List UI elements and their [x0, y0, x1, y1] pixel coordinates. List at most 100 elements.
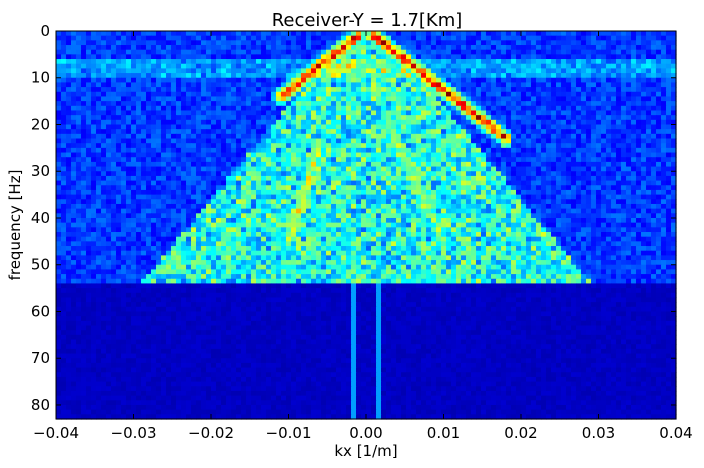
heatmap-cell [656, 194, 662, 200]
heatmap-cell [386, 152, 392, 158]
heatmap-cell [106, 133, 112, 140]
heatmap-cell [321, 213, 327, 219]
heatmap-cell [571, 119, 577, 126]
heatmap-cell [581, 91, 587, 98]
heatmap-cell [426, 129, 432, 135]
heatmap-cell [416, 68, 422, 74]
heatmap-cell [301, 87, 307, 93]
heatmap-cell [261, 68, 267, 74]
heatmap-cell [441, 157, 447, 163]
heatmap-cell [86, 87, 92, 93]
heatmap-cell [446, 175, 452, 182]
heatmap-cell [446, 143, 452, 149]
heatmap-cell [361, 213, 367, 219]
heatmap-cell [351, 180, 357, 186]
heatmap-cell [421, 199, 427, 205]
heatmap-cell [221, 129, 227, 135]
heatmap-cell [171, 213, 177, 219]
heatmap-cell [161, 124, 167, 130]
heatmap-cell [351, 87, 357, 93]
heatmap-cell [626, 119, 632, 126]
heatmap-cell [316, 63, 322, 69]
heatmap-cell [326, 87, 332, 93]
heatmap-cell [101, 63, 107, 69]
heatmap-cell [506, 124, 512, 130]
heatmap-cell [381, 54, 387, 60]
heatmap-cell [521, 161, 527, 168]
heatmap-cell [236, 63, 242, 69]
heatmap-cell [171, 54, 177, 60]
heatmap-cell [81, 175, 87, 182]
heatmap-cell [181, 101, 187, 107]
heatmap-cell [481, 59, 487, 65]
heatmap-cell [71, 194, 77, 200]
heatmap-cell [161, 77, 167, 84]
heatmap-cell [621, 171, 627, 177]
heatmap-cell [141, 68, 147, 74]
heatmap-cell [406, 143, 412, 149]
heatmap-cell [446, 157, 452, 163]
heatmap-cell [531, 213, 537, 219]
heatmap-cell [501, 152, 507, 158]
heatmap-cell [356, 199, 362, 205]
heatmap-cell [406, 175, 412, 182]
heatmap-cell [161, 119, 167, 126]
heatmap-cell [431, 161, 437, 168]
heatmap-cell [621, 180, 627, 186]
heatmap-cell [86, 143, 92, 149]
heatmap-cell [121, 138, 127, 144]
heatmap-cell [461, 40, 467, 46]
heatmap-cell [276, 68, 282, 74]
heatmap-cell [646, 87, 652, 93]
heatmap-cell [571, 208, 577, 214]
heatmap-cell [211, 194, 217, 200]
heatmap-cell [296, 185, 302, 191]
heatmap-cell [191, 110, 197, 116]
heatmap-cell [306, 133, 312, 140]
heatmap-cell [621, 175, 627, 182]
heatmap-cell [596, 68, 602, 74]
heatmap-cell [441, 40, 447, 46]
heatmap-cell [386, 59, 392, 65]
heatmap-cell [671, 180, 677, 186]
heatmap-cell [256, 101, 262, 107]
heatmap-cell [541, 68, 547, 74]
heatmap-cell [496, 105, 502, 112]
heatmap-cell [366, 143, 372, 149]
heatmap-cell [561, 105, 567, 112]
heatmap-cell [146, 147, 152, 154]
heatmap-cell [161, 185, 167, 191]
heatmap-cell [481, 147, 487, 154]
heatmap-cell [646, 77, 652, 84]
heatmap-cell [646, 203, 652, 210]
heatmap-cell [241, 208, 247, 214]
heatmap-cell [206, 119, 212, 126]
heatmap-cell [76, 143, 82, 149]
heatmap-cell [466, 213, 472, 219]
heatmap-cell [516, 199, 522, 205]
heatmap-cell [646, 59, 652, 65]
heatmap-cell [391, 45, 397, 51]
heatmap-cell [291, 40, 297, 46]
heatmap-cell [396, 45, 402, 51]
heatmap-cell [416, 166, 422, 172]
heatmap-cell [396, 143, 402, 149]
heatmap-cell [136, 40, 142, 46]
heatmap-cell [116, 115, 122, 121]
heatmap-cell [91, 73, 97, 79]
heatmap-cell [631, 152, 637, 158]
heatmap-cell [221, 110, 227, 116]
heatmap-cell [101, 73, 107, 79]
heatmap-cell [441, 101, 447, 107]
heatmap-cell [456, 40, 462, 46]
heatmap-cell [651, 110, 657, 116]
heatmap-cell [126, 199, 132, 205]
heatmap-cell [431, 54, 437, 60]
heatmap-cell [271, 199, 277, 205]
heatmap-cell [306, 45, 312, 51]
heatmap-cell [511, 91, 517, 98]
heatmap-cell [356, 59, 362, 65]
heatmap-cell [316, 124, 322, 130]
heatmap-cell [156, 129, 162, 135]
heatmap-cell [106, 77, 112, 84]
